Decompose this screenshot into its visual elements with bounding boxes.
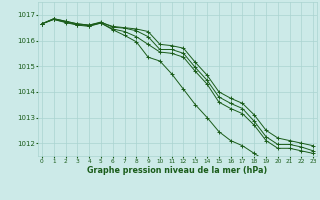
- X-axis label: Graphe pression niveau de la mer (hPa): Graphe pression niveau de la mer (hPa): [87, 166, 268, 175]
